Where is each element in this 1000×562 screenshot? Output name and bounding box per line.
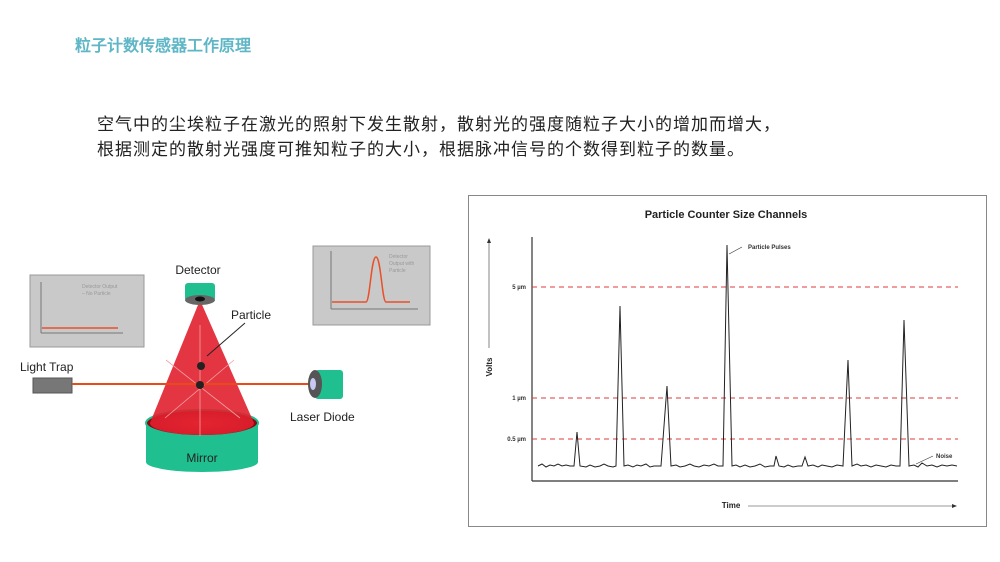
y-arrowhead xyxy=(487,238,491,243)
paragraph-line-2: 根据测定的散射光强度可推知粒子的大小，根据脉冲信号的个数得到粒子的数量。 xyxy=(97,140,745,160)
noise-pointer xyxy=(915,455,934,465)
noise-annotation: Noise xyxy=(936,454,953,460)
tick-label: 0.5 µm xyxy=(507,437,526,443)
detector xyxy=(185,283,215,305)
tick-label: 1 µm xyxy=(512,396,526,402)
pulses-pointer xyxy=(728,246,743,255)
x-axis-label: Time xyxy=(722,501,741,510)
description-paragraph: 空气中的尘埃粒子在激光的照射下发生散射，散射光的强度随粒子大小的增加而增大， 根… xyxy=(97,113,781,163)
inset-with-particle: Detector Output with Particle xyxy=(312,245,431,326)
detector-label: Detector xyxy=(175,263,220,277)
inset-text: Output with xyxy=(389,261,415,267)
slide-title: 粒子计数传感器工作原理 xyxy=(75,36,252,55)
signal-trace xyxy=(537,244,958,468)
paragraph-line-1: 空气中的尘埃粒子在激光的照射下发生散射，散射光的强度随粒子大小的增加而增大， xyxy=(97,115,781,135)
chart-frame xyxy=(468,195,987,527)
particle-pointer xyxy=(206,322,246,357)
particle-label: Particle xyxy=(231,308,271,322)
light-trap xyxy=(32,377,73,394)
chart-title: Particle Counter Size Channels xyxy=(645,209,808,221)
inset-text: – No Particle xyxy=(82,291,111,297)
scatter-rays xyxy=(164,325,241,436)
inset-no-particle: Detector Output – No Particle xyxy=(29,274,145,348)
light-trap-label: Light Trap xyxy=(20,360,74,374)
inset-text: Detector xyxy=(389,254,408,260)
inset-text: Detector Output xyxy=(82,284,118,290)
particle xyxy=(197,362,205,370)
mirror-label: Mirror xyxy=(186,451,217,465)
particle xyxy=(196,381,204,389)
particle-pulses-annotation: Particle Pulses xyxy=(748,245,791,251)
x-arrowhead xyxy=(952,504,957,508)
laser-diode xyxy=(308,370,343,399)
y-axis-label: Volts xyxy=(485,357,494,377)
tick-label: 5 µm xyxy=(512,285,526,291)
inset-text: Particle xyxy=(389,268,406,274)
laser-diode-label: Laser Diode xyxy=(290,410,355,424)
